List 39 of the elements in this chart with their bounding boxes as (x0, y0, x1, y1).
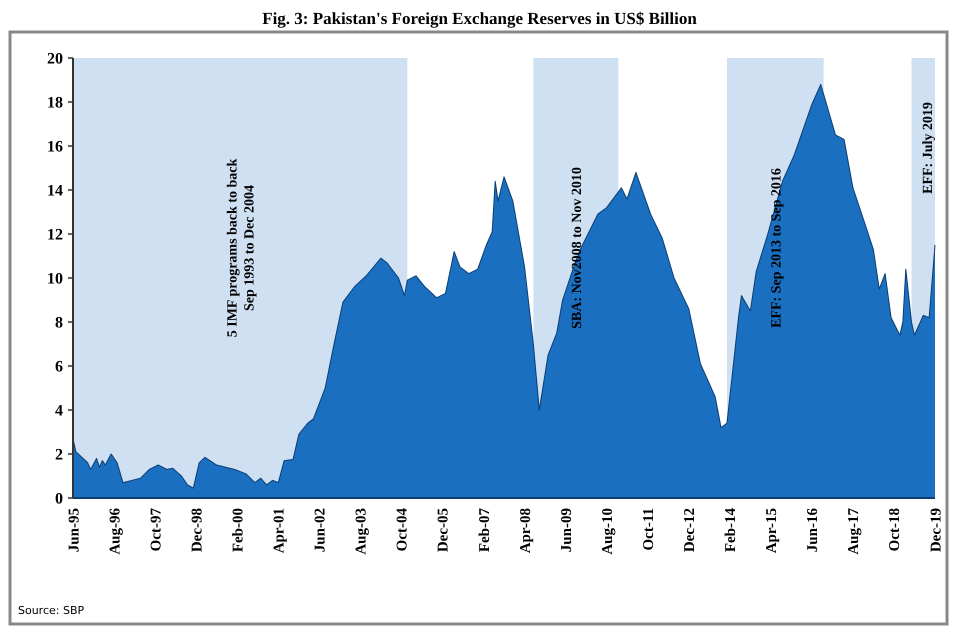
y-tick-label: 4 (55, 402, 63, 420)
x-tick-label: Oct-04 (394, 508, 411, 552)
x-tick-label: Oct-97 (148, 508, 164, 552)
y-tick-label: 16 (47, 138, 63, 156)
y-tick-label: 2 (55, 446, 63, 464)
band-label: EFF: July 2019 (921, 102, 936, 194)
x-tick-label: Apr-15 (764, 508, 780, 554)
x-tick-label: Apr-08 (518, 508, 534, 554)
y-tick-label: 14 (47, 182, 63, 200)
x-tick-label: Dec-19 (928, 508, 944, 552)
x-tick-label: Aug-03 (354, 508, 370, 555)
x-tick-label: Jun-95 (66, 508, 82, 552)
band-label: SBA: Nov2008 to Nov 2010 (570, 167, 585, 329)
y-tick-label: 10 (47, 270, 63, 288)
y-tick-label: 8 (55, 314, 63, 332)
band-label: 5 IMF programs back to back Sep 1993 to Dec 2004 (226, 158, 258, 338)
x-tick-label: Aug-17 (846, 508, 862, 555)
x-tick-label: Dec-12 (682, 508, 698, 552)
x-tick-label: Aug-96 (107, 508, 124, 555)
x-tick-label: Jun-16 (805, 508, 822, 552)
x-tick-label: Dec-05 (436, 508, 452, 552)
x-tick-label: Oct-18 (887, 508, 904, 552)
x-tick-label: Feb-14 (723, 508, 740, 552)
source-note: Source: SBP (18, 604, 85, 617)
x-tick-label: Jun-09 (558, 508, 575, 552)
x-tick-label: Feb-07 (476, 508, 493, 552)
band-label: EFF: Sep 2013 to Sep 2016 (769, 168, 784, 328)
x-tick-label: Feb-00 (230, 508, 247, 552)
y-tick-label: 20 (47, 50, 63, 68)
x-tick-label: Jun-02 (312, 508, 329, 552)
x-tick-label: Dec-98 (189, 508, 206, 552)
x-tick-label: Apr-01 (272, 508, 288, 554)
y-tick-label: 12 (47, 226, 63, 244)
y-tick-label: 18 (47, 94, 63, 112)
chart-title: Fig. 3: Pakistan's Foreign Exchange Reserves in US$ Billion (262, 9, 698, 28)
y-tick-label: 0 (55, 490, 63, 508)
x-tick-label: Aug-10 (600, 508, 616, 555)
y-tick-label: 6 (55, 358, 63, 376)
x-tick-label: Oct-11 (640, 508, 657, 550)
